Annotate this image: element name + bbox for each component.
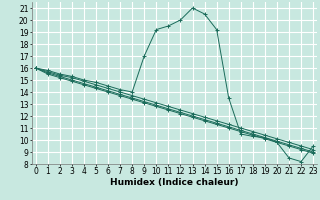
X-axis label: Humidex (Indice chaleur): Humidex (Indice chaleur) [110, 178, 239, 187]
